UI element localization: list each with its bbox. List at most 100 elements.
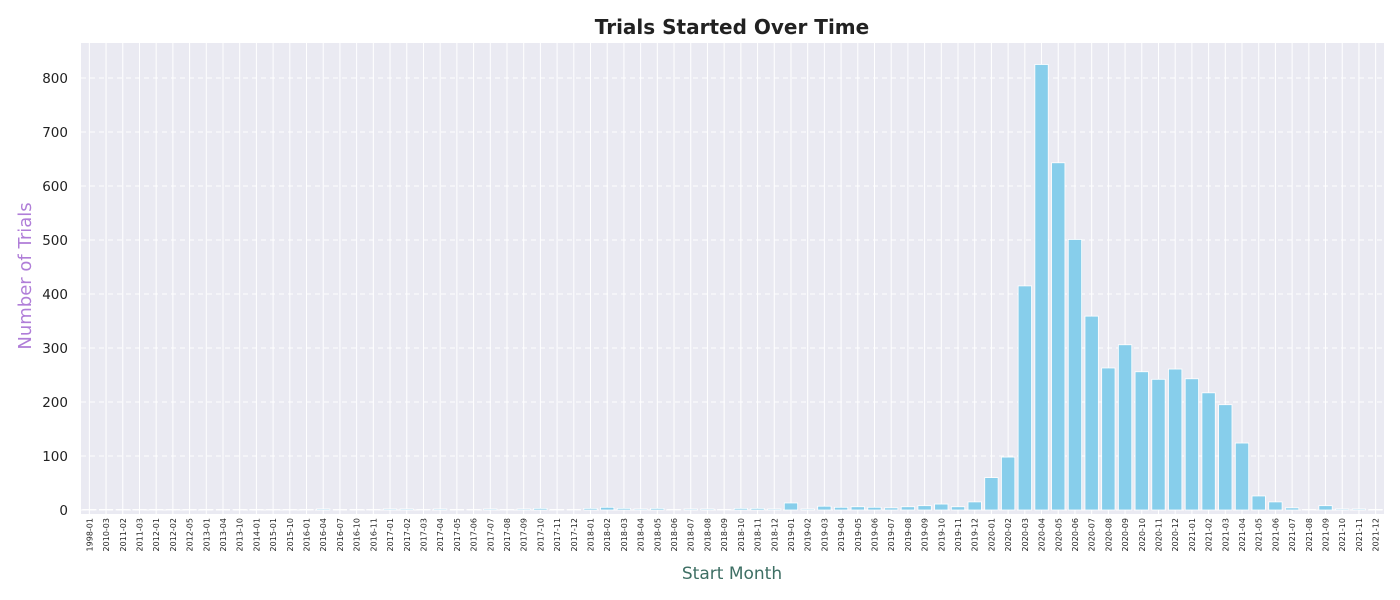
bar-2020-08 bbox=[1101, 367, 1116, 511]
bar-2017-06 bbox=[466, 509, 481, 511]
x-tick-label: 2021-09 bbox=[1322, 518, 1331, 551]
bar-2021-07 bbox=[1285, 507, 1300, 511]
x-tick-label: 2018-04 bbox=[637, 518, 646, 551]
x-tick-label: 2017-06 bbox=[470, 518, 479, 551]
bar-2018-12 bbox=[767, 508, 782, 511]
x-tick-label: 2020-03 bbox=[1021, 518, 1030, 551]
x-tick-label: 2020-01 bbox=[987, 518, 996, 551]
bar-2020-05 bbox=[1051, 162, 1066, 511]
x-tick-label: 2019-09 bbox=[921, 518, 930, 551]
x-tick-label: 2012-01 bbox=[152, 518, 161, 551]
x-tick-label: 2021-12 bbox=[1372, 518, 1381, 551]
x-tick-label: 2021-02 bbox=[1205, 518, 1214, 551]
x-tick-label: 2017-03 bbox=[419, 518, 428, 551]
x-tick-label: 2013-01 bbox=[202, 518, 211, 551]
x-tick-label: 2019-07 bbox=[887, 518, 896, 551]
bar-2021-10 bbox=[1335, 508, 1350, 511]
bar-2017-10 bbox=[533, 507, 548, 511]
x-tick-label: 2018-01 bbox=[587, 518, 596, 551]
x-tick-label: 2019-04 bbox=[837, 518, 846, 551]
bar-2019-12 bbox=[967, 501, 982, 511]
bar-2021-05 bbox=[1251, 495, 1266, 511]
x-tick-label: 2021-04 bbox=[1238, 518, 1247, 551]
bar-2019-05 bbox=[850, 506, 865, 511]
x-axis-label: Start Month bbox=[682, 564, 782, 584]
x-tick-label: 2020-08 bbox=[1104, 518, 1113, 551]
x-tick-label: 2017-05 bbox=[453, 518, 462, 551]
x-tick-label: 2016-04 bbox=[319, 518, 328, 551]
x-tick-label: 2018-03 bbox=[620, 518, 629, 551]
x-tick-label: 2016-07 bbox=[336, 518, 345, 551]
bar-2021-06 bbox=[1268, 501, 1283, 511]
x-tick-label: 2019-08 bbox=[904, 518, 913, 551]
bar-2020-06 bbox=[1067, 239, 1083, 511]
bar-2018-06 bbox=[666, 509, 682, 511]
x-tick-label: 2018-09 bbox=[720, 518, 729, 551]
x-tick-label: 1998-01 bbox=[85, 518, 94, 551]
bar-2018-08 bbox=[700, 508, 715, 511]
y-axis-label: Number of Trials bbox=[15, 202, 36, 349]
bar-2020-11 bbox=[1151, 378, 1166, 511]
x-tick-label: 2013-04 bbox=[219, 518, 228, 551]
x-tick-label: 2013-10 bbox=[236, 518, 245, 551]
x-tick-label: 2019-11 bbox=[954, 518, 963, 551]
x-tick-label: 2019-05 bbox=[854, 518, 863, 551]
bar-2013-01 bbox=[199, 509, 214, 511]
bar-2015-10 bbox=[282, 509, 297, 511]
bar-2021-08 bbox=[1301, 509, 1316, 511]
bar-2019-08 bbox=[900, 506, 915, 511]
y-tick-label: 800 bbox=[42, 71, 68, 87]
bar-2016-10 bbox=[349, 509, 364, 511]
x-tick-label: 2021-06 bbox=[1271, 518, 1280, 551]
x-tick-label: 2017-10 bbox=[536, 518, 545, 551]
x-tick-label: 2019-06 bbox=[870, 518, 879, 551]
bar-2012-02 bbox=[165, 509, 180, 511]
y-tick-label: 300 bbox=[42, 341, 68, 357]
x-tick-label: 2018-10 bbox=[737, 518, 746, 551]
bar-2020-01 bbox=[984, 477, 999, 511]
bar-2019-07 bbox=[884, 507, 899, 511]
bar-2012-01 bbox=[149, 509, 164, 511]
x-tick-label: 2014-01 bbox=[252, 518, 261, 551]
bar-2017-03 bbox=[416, 509, 431, 511]
bar-2018-05 bbox=[650, 507, 665, 511]
y-tick-label: 700 bbox=[42, 125, 68, 141]
bar-2018-01 bbox=[583, 507, 598, 511]
x-tick-label: 2016-10 bbox=[353, 518, 362, 551]
x-tick-label: 2020-07 bbox=[1088, 518, 1097, 551]
x-tick-label: 2018-07 bbox=[687, 518, 696, 551]
x-tick-label: 2019-03 bbox=[820, 518, 829, 551]
bar-2019-11 bbox=[950, 506, 966, 511]
bar-2017-08 bbox=[499, 509, 515, 511]
x-tick-label: 2020-11 bbox=[1154, 518, 1163, 551]
bar-2018-10 bbox=[733, 507, 748, 511]
x-tick-label: 2010-03 bbox=[102, 518, 111, 551]
x-tick-label: 2017-08 bbox=[503, 518, 512, 551]
x-tick-label: 2018-05 bbox=[653, 518, 662, 551]
bar-2010-03 bbox=[98, 509, 114, 511]
x-tick-label: 2019-10 bbox=[937, 518, 946, 551]
bar-2019-01 bbox=[783, 502, 799, 511]
bar-2019-03 bbox=[817, 505, 832, 511]
x-tick-label: 2019-02 bbox=[804, 518, 813, 551]
x-tick-label: 2017-11 bbox=[553, 518, 562, 551]
x-tick-label: 2017-02 bbox=[403, 518, 412, 551]
bar-2017-04 bbox=[433, 508, 448, 511]
bar-2017-12 bbox=[566, 509, 581, 511]
x-tick-label: 2012-05 bbox=[186, 518, 195, 551]
x-tick-label: 2017-04 bbox=[436, 518, 445, 551]
x-tick-label: 2017-12 bbox=[570, 518, 579, 551]
bar-2015-01 bbox=[266, 509, 281, 511]
x-tick-label: 2020-10 bbox=[1138, 518, 1147, 551]
bar-2017-05 bbox=[449, 509, 464, 511]
bar-2021-03 bbox=[1218, 404, 1233, 511]
x-tick-label: 2015-01 bbox=[269, 518, 278, 551]
bar-2020-09 bbox=[1117, 344, 1133, 511]
x-tick-label: 2020-05 bbox=[1054, 518, 1063, 551]
x-tick-label: 2021-01 bbox=[1188, 518, 1197, 551]
x-tick-label: 2019-12 bbox=[971, 518, 980, 551]
x-tick-label: 2020-04 bbox=[1038, 518, 1047, 551]
y-tick-label: 400 bbox=[42, 287, 68, 303]
